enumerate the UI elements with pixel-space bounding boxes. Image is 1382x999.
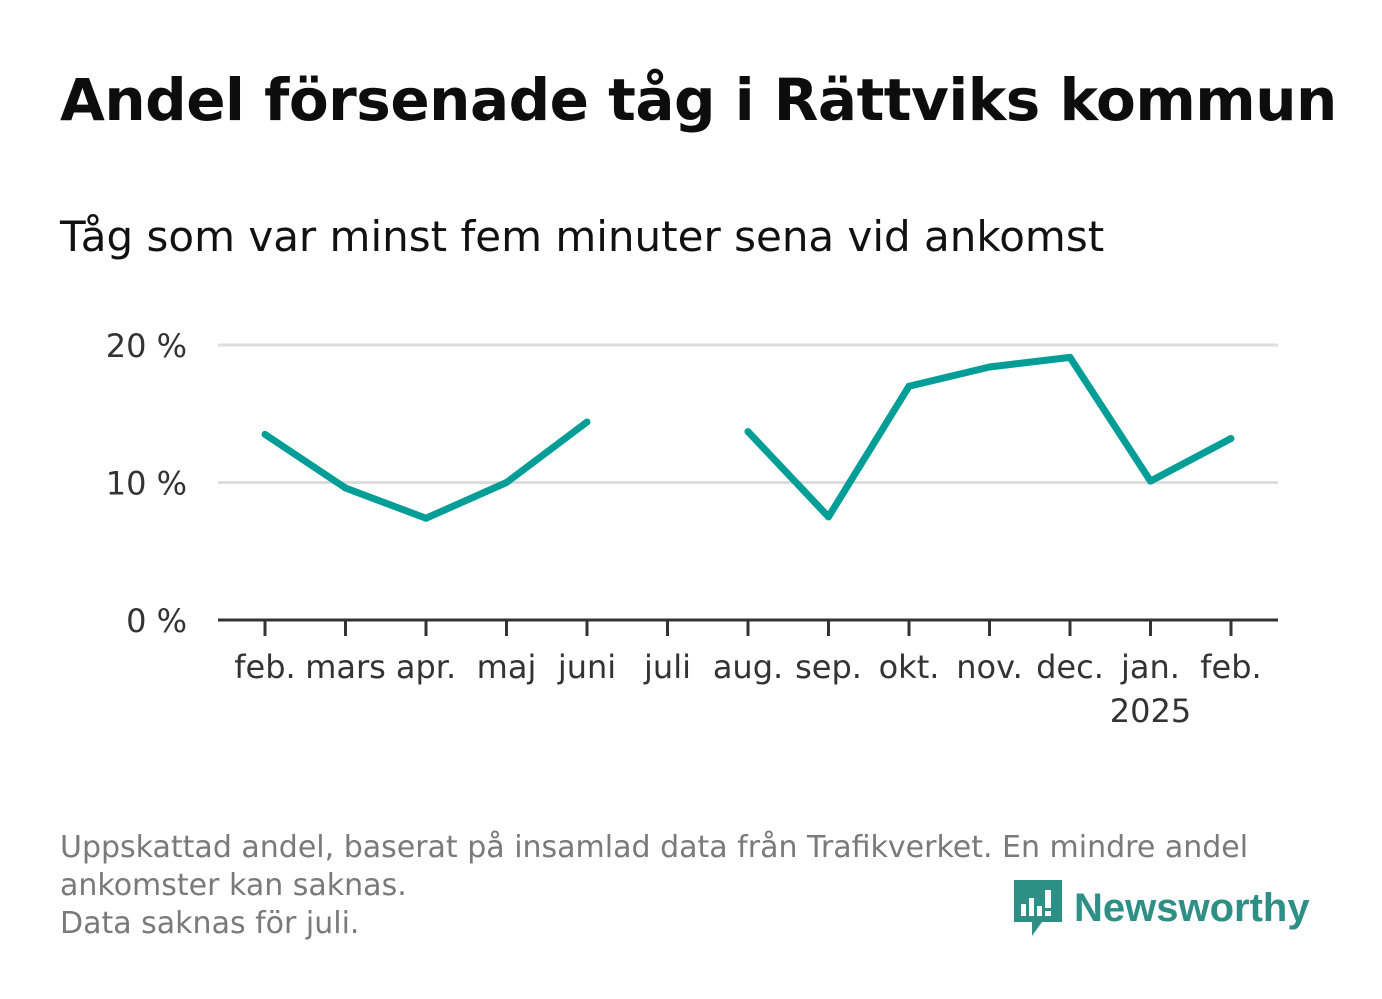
footer-line-2: ankomster kan saknas. xyxy=(60,868,407,903)
x-tick-label: feb. xyxy=(1200,648,1261,686)
data-point xyxy=(1147,477,1154,485)
newsworthy-logo: Newsworthy xyxy=(1012,878,1310,938)
line-chart: 0 % 10 % 20 % feb. mars apr. maj juni juli aug. se… xyxy=(106,327,1278,730)
data-point xyxy=(986,363,993,371)
y-tick-label: 0 % xyxy=(126,602,187,640)
x-tick-label: mars xyxy=(305,648,386,686)
footer-line-1: Uppskattad andel, baserat på insamlad da… xyxy=(60,830,1249,865)
x-tick-label: sep. xyxy=(795,648,862,686)
x-tick-label: nov. xyxy=(956,648,1022,686)
x-tick-label: okt. xyxy=(879,648,940,686)
y-tick-label: 10 % xyxy=(106,465,187,503)
x-tick-label: juli xyxy=(643,648,691,686)
data-point xyxy=(744,428,752,436)
data-point xyxy=(905,382,913,390)
data-point xyxy=(503,479,510,486)
x-tick-label: feb. xyxy=(234,648,295,686)
newsworthy-logo-icon xyxy=(1014,880,1062,936)
chart-subtitle: Tåg som var minst fem minuter sena vid a… xyxy=(60,212,1105,261)
x-tick-label: juni xyxy=(557,648,616,686)
y-tick-label: 20 % xyxy=(106,327,187,365)
footer-line-3: Data saknas för juli. xyxy=(60,906,360,941)
data-point xyxy=(342,484,349,492)
series-line-segment-1 xyxy=(263,419,590,522)
data-point xyxy=(422,514,430,522)
footer-note: Uppskattad andel, baserat på insamlad da… xyxy=(60,829,1310,943)
x-tick-label: aug. xyxy=(713,648,783,686)
series-line-segment-2 xyxy=(745,353,1233,521)
data-point xyxy=(825,513,832,521)
chart-title: Andel försenade tåg i Rättviks kommun xyxy=(60,66,1337,134)
x-tick-label: jan. xyxy=(1120,648,1180,686)
data-point xyxy=(261,430,269,438)
x-tick-label: apr. xyxy=(396,648,456,686)
x-tick-label: maj xyxy=(477,648,537,686)
data-point xyxy=(583,418,591,426)
x-tick-label: dec. xyxy=(1036,648,1104,686)
data-point xyxy=(1227,435,1235,442)
data-point xyxy=(1066,353,1074,361)
logo-text: Newsworthy xyxy=(1074,885,1310,930)
x-year-label: 2025 xyxy=(1110,692,1191,730)
